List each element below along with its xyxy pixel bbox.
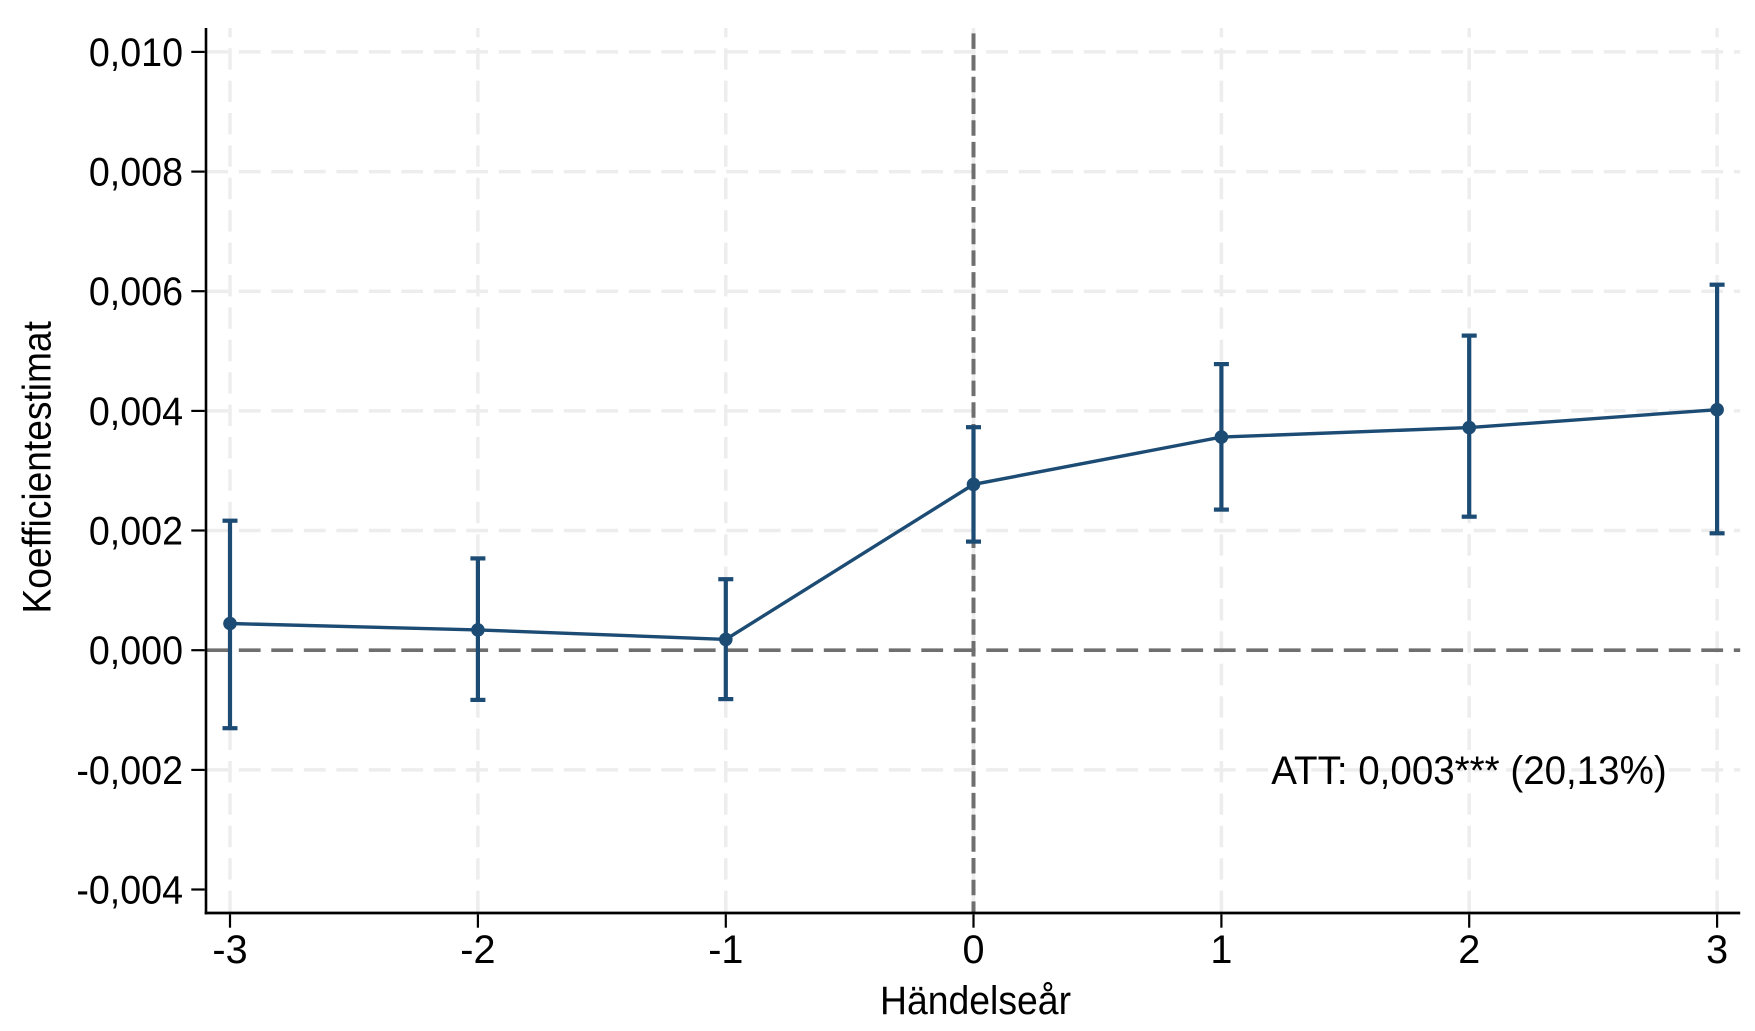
svg-text:-2: -2	[460, 928, 495, 972]
svg-text:0,004: 0,004	[89, 390, 183, 434]
svg-text:0,002: 0,002	[89, 509, 183, 553]
svg-text:-0,004: -0,004	[76, 868, 183, 912]
svg-text:ATT: 0,003*** (20,13%): ATT: 0,003*** (20,13%)	[1271, 748, 1667, 793]
svg-text:-0,002: -0,002	[76, 749, 183, 793]
svg-text:Händelseår: Händelseår	[880, 979, 1071, 1023]
svg-text:Koefficientestimat: Koefficientestimat	[16, 321, 60, 614]
svg-text:3: 3	[1706, 928, 1728, 972]
svg-text:0,008: 0,008	[89, 151, 183, 195]
svg-text:-3: -3	[212, 928, 247, 972]
svg-text:0,006: 0,006	[89, 270, 183, 314]
svg-text:1: 1	[1210, 928, 1232, 972]
svg-text:-1: -1	[708, 928, 743, 972]
svg-text:2: 2	[1458, 928, 1480, 972]
svg-text:0: 0	[962, 928, 984, 972]
svg-text:0,010: 0,010	[89, 31, 183, 75]
svg-text:0,000: 0,000	[89, 629, 183, 673]
